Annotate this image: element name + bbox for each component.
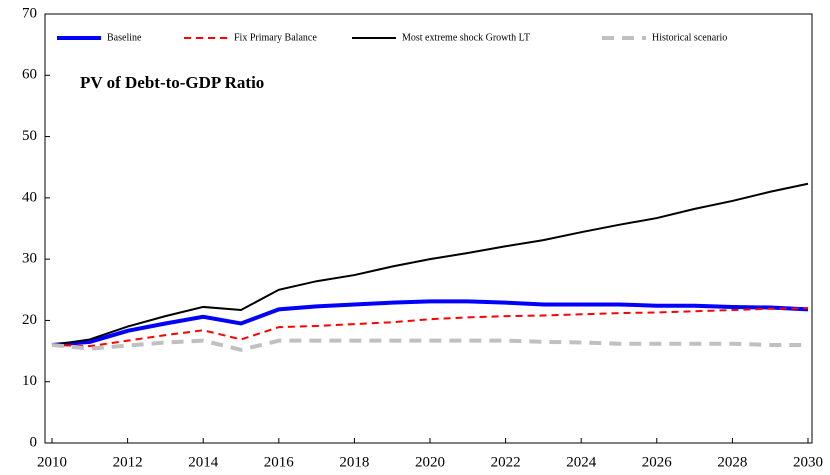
series-line [51, 307, 809, 348]
y-tick-label: 70 [22, 5, 37, 21]
x-tick-label: 2028 [717, 454, 747, 470]
x-tick-label: 2010 [37, 454, 67, 470]
x-tick-label: 2018 [339, 454, 369, 470]
series-line [51, 182, 809, 346]
y-tick-label: 50 [22, 128, 37, 144]
y-tick-label: 30 [22, 251, 37, 267]
x-tick-label: 2026 [642, 454, 673, 470]
y-tick-label: 60 [22, 67, 37, 83]
x-tick-label: 2020 [415, 454, 445, 470]
x-tick-label: 2022 [491, 454, 521, 470]
y-tick-label: 10 [22, 373, 37, 389]
x-tick-label: 2024 [566, 454, 597, 470]
series-line [51, 299, 809, 347]
legend-label: Historical scenario [652, 32, 727, 43]
legend-label: Most extreme shock Growth LT [402, 32, 530, 43]
y-tick-label: 0 [30, 434, 38, 450]
x-tick-label: 2014 [188, 454, 219, 470]
series-line [51, 338, 808, 352]
plot-frame [44, 13, 813, 444]
chart-title: PV of Debt-to-GDP Ratio [80, 73, 264, 92]
legend-label: Fix Primary Balance [234, 32, 317, 43]
y-tick-label: 20 [22, 312, 37, 328]
legend-label: Baseline [107, 32, 142, 43]
y-tick-label: 40 [22, 189, 37, 205]
x-tick-label: 2016 [264, 454, 295, 470]
x-tick-label: 2012 [113, 454, 143, 470]
x-tick-label: 2030 [793, 454, 823, 470]
